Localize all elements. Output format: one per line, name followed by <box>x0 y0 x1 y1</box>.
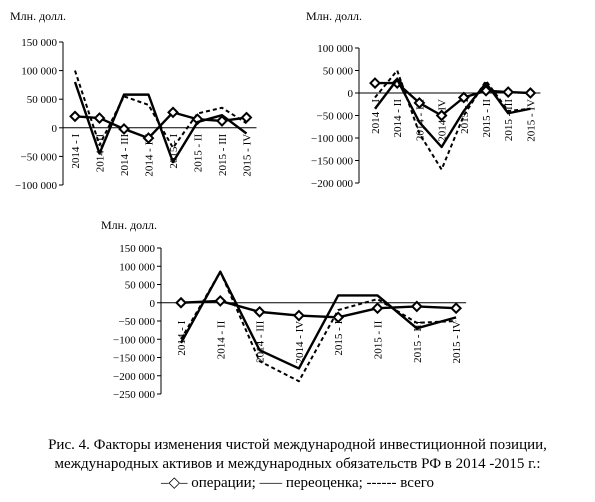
diamond-marker <box>450 302 463 315</box>
chart-1: Млн. долл. −100 000 −50 000 0 50 000 100 000 1… <box>10 9 257 192</box>
x-tick-label: 2014 - I <box>370 99 382 134</box>
x-tick-label: 2015 - II <box>193 133 205 172</box>
y-tick-label: 0 <box>52 123 58 135</box>
y-tick-label: −50 000 <box>119 316 156 328</box>
chart-2-ylabel: Млн. долл. <box>306 9 362 23</box>
y-tick-label: −150 000 <box>113 353 155 365</box>
diamond-marker <box>371 302 384 315</box>
diamond-marker <box>502 86 515 99</box>
x-tick-label: 2014 - IV <box>144 134 156 177</box>
x-tick-label: 2015 - III <box>412 320 424 362</box>
series-line-dashed <box>180 270 457 383</box>
y-tick-label: 0 <box>150 298 156 310</box>
diamond-marker <box>253 305 266 318</box>
y-tick-label: −100 000 <box>311 133 353 145</box>
y-tick-label: 150 000 <box>21 37 57 49</box>
diamond-marker <box>167 106 179 119</box>
caption-line-1: Рис. 4. Факторы изменения чистой междуна… <box>48 437 547 453</box>
y-tick-label: −250 000 <box>113 389 155 401</box>
y-tick-label: −50 000 <box>317 111 354 123</box>
charts-canvas: Млн. долл. −100 000 −50 000 0 50 000 100 000 1… <box>10 9 541 401</box>
x-tick-label: 2015 - I <box>333 320 345 355</box>
y-tick-label: 100 000 <box>21 66 57 78</box>
diamond-marker <box>410 300 423 313</box>
x-tick-label: 2015 - IV <box>242 134 254 177</box>
diamond-marker <box>369 77 381 90</box>
diamond-marker <box>292 309 305 322</box>
diamond-marker <box>524 87 537 99</box>
series-line-dashed <box>74 70 248 149</box>
diamond-marker <box>216 115 228 127</box>
diamond-marker <box>413 96 426 109</box>
chart-3-ylabel: Млн. долл. <box>101 218 157 232</box>
x-tick-label: 2015 - II <box>373 320 385 359</box>
series-line-diamond <box>180 299 457 319</box>
y-tick-label: −100 000 <box>15 180 57 192</box>
series-line-solid <box>374 78 531 149</box>
y-tick-label: −50 000 <box>21 151 58 163</box>
x-tick-label: 2015 - II <box>481 99 493 138</box>
y-tick-label: 100 000 <box>317 43 353 55</box>
diamond-marker <box>240 111 253 124</box>
y-tick-label: 0 <box>348 88 354 100</box>
diamond-marker <box>435 109 448 122</box>
y-tick-label: 50 000 <box>323 66 354 78</box>
diamond-marker <box>142 132 155 145</box>
diamond-marker <box>118 123 130 135</box>
diamond-marker <box>457 91 470 104</box>
y-tick-label: 150 000 <box>119 243 155 255</box>
x-tick-label: 2014 - I <box>70 133 82 168</box>
y-tick-label: −200 000 <box>113 371 155 383</box>
y-tick-label: −200 000 <box>311 178 353 190</box>
diamond-marker <box>175 296 187 309</box>
figure-caption: Рис. 4. Факторы изменения чистой междуна… <box>0 436 595 493</box>
chart-3: Млн. долл. −250 000 −200 000 −150 000 −100 0… <box>101 218 467 401</box>
caption-line-3: –◇– операции; ––– переоценка; ------ все… <box>160 475 435 491</box>
diamond-marker <box>214 295 227 307</box>
x-tick-label: 2014 - III <box>119 133 131 175</box>
diamond-marker <box>93 112 106 124</box>
y-tick-label: −150 000 <box>311 156 353 168</box>
y-tick-label: 50 000 <box>125 280 156 292</box>
x-tick-label: 2014 - II <box>215 320 227 359</box>
x-tick-label: 2015 - IV <box>525 99 537 142</box>
diamond-marker <box>480 84 492 97</box>
caption-line-2: международных активов и международных об… <box>54 456 541 472</box>
x-tick-label: 2015 - III <box>217 133 229 175</box>
series-line-dashed <box>374 69 531 171</box>
diamond-marker <box>69 110 81 123</box>
y-tick-label: 50 000 <box>27 94 58 106</box>
y-tick-label: 100 000 <box>119 261 155 273</box>
y-tick-label: −100 000 <box>113 334 155 346</box>
x-tick-label: 2014 - II <box>392 99 404 138</box>
x-tick-label: 2015 - IV <box>451 321 463 364</box>
chart-1-ylabel: Млн. долл. <box>10 9 66 23</box>
chart-2: Млн. долл. −200 000 −150 000 −100 000 −50 00… <box>306 9 541 190</box>
x-tick-label: 2014 - IV <box>294 321 306 364</box>
